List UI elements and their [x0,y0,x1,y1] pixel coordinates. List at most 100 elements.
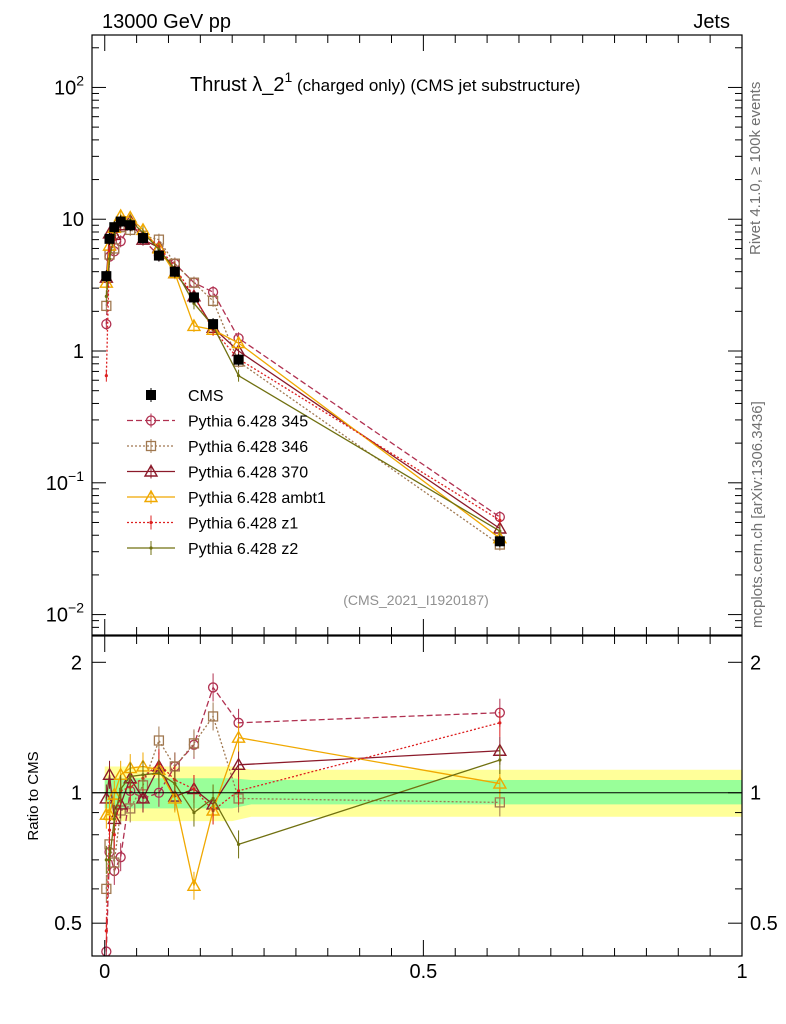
ratio-point [167,791,183,804]
legend-entry: Pythia 6.428 370 [127,464,308,482]
ratio-point [186,878,202,891]
ratio-point [107,787,122,800]
ratio-point [173,781,177,786]
plot-title: Thrust λ_21 (charged only) (CMS jet subs… [190,69,580,96]
data-point [207,295,219,307]
main-y-tick-label: 10 [62,209,84,231]
x-tick-label: 1 [736,961,747,983]
ratio-line [106,736,500,886]
data-point [233,354,244,365]
ratio-point [192,810,196,815]
data-point [494,536,505,547]
data-point [157,247,161,252]
data-point [137,233,148,244]
legend-entry: Pythia 6.428 z2 [127,541,298,558]
ratio-plot-frame [91,635,743,957]
ratio-point [498,758,502,762]
data-point [231,335,246,349]
ratio-point [188,738,200,749]
data-point [188,277,200,288]
x-tick-label: 0.5 [409,961,437,983]
data-point [153,250,164,261]
ratio-series-pythia-6-428-z1 [104,708,502,945]
main-y-tick-label: 10−1 [46,468,84,495]
ratio-point [236,789,241,793]
ratio-point [115,852,126,863]
legend-label: Pythia 6.428 z2 [188,541,298,558]
ratio-point [231,757,246,771]
data-point [115,216,126,227]
tick-exponent: 2 [76,72,84,88]
data-point [107,257,112,261]
data-point [115,236,126,247]
legend-marker [143,489,159,503]
ratio-point [112,817,116,821]
data-point [498,518,502,522]
x-tick-label: 0 [99,961,110,983]
ratio-point [128,774,132,779]
ratio-series-pythia-6-428-z2 [104,746,502,874]
legend-label: Pythia 6.428 345 [188,414,308,431]
legend-entry: Pythia 6.428 z1 [127,515,298,533]
series-line [105,220,501,530]
legend-marker [149,520,153,525]
data-point [104,294,108,298]
main-y-tick-label: 10−2 [46,600,84,627]
series-line [105,219,501,532]
data-point [169,266,180,277]
main-plot-series [99,208,508,551]
ratio-y-tick-label-right: 0.5 [750,913,778,935]
main-y-tick-label: 102 [54,72,84,99]
ratio-point [207,682,219,693]
ratio-point [498,721,502,725]
ratio-point [119,787,123,791]
ratio-y-tick-label: 1 [71,783,82,805]
legend-entry: CMS [146,388,224,405]
legend: CMS Pythia 6.428 345 Pythia 6.428 346 Pythi… [127,388,326,558]
data-point [104,233,115,244]
ratio-point [192,787,196,791]
ratio-y-tick-label: 2 [71,652,82,674]
legend-entry: Pythia 6.428 346 [127,439,308,456]
main-plot-frame [91,34,743,636]
data-point [188,292,199,303]
data-point [208,319,219,330]
ratio-point [492,776,508,789]
legend-entry: Pythia 6.428 345 [127,413,308,431]
ratio-point [211,796,215,801]
tick-base: 10 [62,209,84,231]
plot-title-rest: (charged only) (CMS jet substructure) [292,76,580,95]
legend-label: Pythia 6.428 z1 [188,516,298,533]
ratio-point [102,767,117,781]
legend-label: Pythia 6.428 ambt1 [188,490,326,507]
main-y-tick-label: 1 [73,341,84,363]
ratio-line [105,714,500,889]
header-category: Jets [693,11,730,33]
ratio-y-tick-label-right: 2 [750,652,761,674]
analysis-id-label: (CMS_2021_I1920187) [343,592,489,608]
rivet-version-label: Rivet 4.1.0, ≥ 100k events [747,82,764,255]
ratio-point [112,833,116,837]
ratio-point [153,735,165,746]
tick-exponent: −2 [68,600,84,616]
legend-label: Pythia 6.428 370 [188,465,308,482]
ratio-band-inner [104,778,742,809]
header-process: 13000 GeV pp [102,11,231,33]
ratio-y-tick-label: 0.5 [54,913,82,935]
ratio-plot-series [99,673,508,956]
data-point [109,222,120,233]
tick-exponent: −1 [68,468,84,484]
legend-marker [145,440,157,452]
legend-marker [143,464,159,477]
tick-base: 10 [46,605,68,627]
data-point [236,374,241,378]
data-point [104,374,108,378]
data-point [101,271,112,282]
ratio-point [107,858,112,862]
ratio-point [107,828,112,832]
legend-marker [149,546,153,550]
tick-base: 10 [54,77,76,99]
series-cms [101,215,505,548]
legend-label: CMS [188,388,224,405]
